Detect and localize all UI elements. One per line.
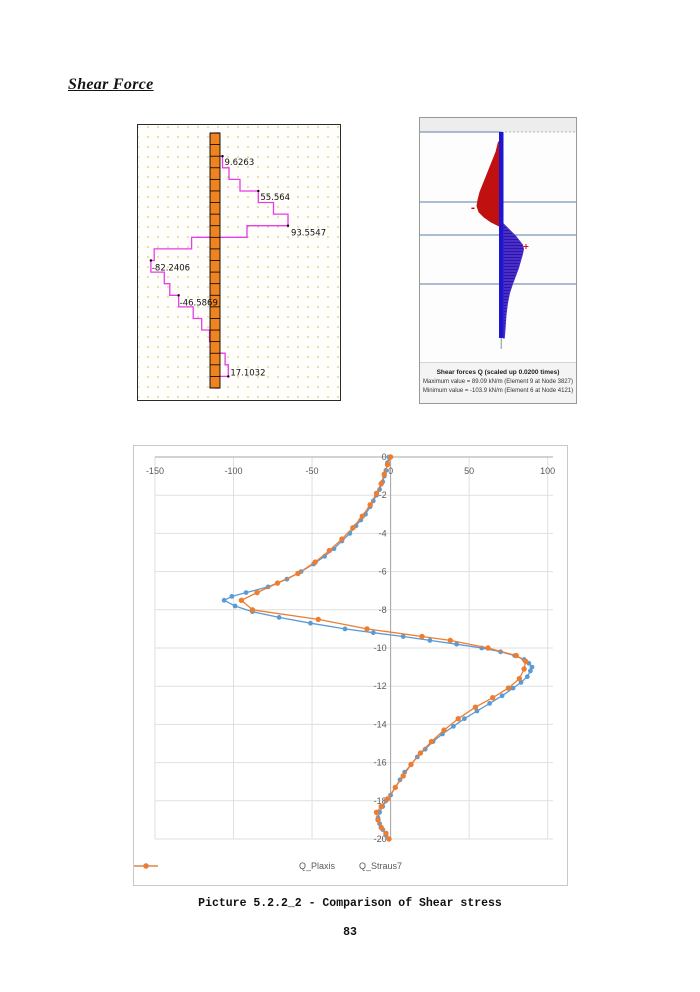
shear-force-title: Shear forces Q (scaled up 0.0200 times) bbox=[436, 369, 560, 376]
comparison-chart-svg: -150 -100 -50 0 50 100 0 -2 -4 -6 -8 -10 -12 -14 -16 -1… bbox=[146, 452, 555, 844]
svg-text:50: 50 bbox=[464, 466, 474, 476]
svg-text:100: 100 bbox=[540, 466, 555, 476]
pile-line bbox=[499, 132, 504, 338]
straus7-shear-diagram: - + Shear forces Q (scaled up 0.0200 time… bbox=[419, 117, 577, 404]
shear-value-label: -82.2406 bbox=[152, 264, 190, 274]
legend-label: Q_Straus7 bbox=[358, 861, 403, 871]
shear-value-label: 9.6263 bbox=[225, 158, 255, 168]
x-axis-tick-labels: -150 -100 -50 0 50 100 bbox=[146, 466, 555, 476]
svg-text:-12: -12 bbox=[374, 681, 387, 691]
svg-text:-2: -2 bbox=[379, 490, 387, 500]
maximum-value-line: Maximum value = 89.09 kN/m (Element 9 at… bbox=[423, 379, 573, 385]
y-axis-tick-labels: 0 -2 -4 -6 -8 -10 -12 -14 -16 -18 -20 bbox=[374, 452, 387, 844]
svg-text:-4: -4 bbox=[379, 528, 387, 538]
svg-text:-14: -14 bbox=[374, 719, 387, 729]
svg-text:-100: -100 bbox=[224, 466, 242, 476]
minimum-value-line: Minimum value = -103.9 kN/m (Element 6 a… bbox=[422, 388, 574, 394]
svg-text:-8: -8 bbox=[379, 605, 387, 615]
legend-label: Q_Plaxis bbox=[298, 861, 335, 871]
svg-text:-18: -18 bbox=[374, 796, 387, 806]
shear-value-label: -46.5869 bbox=[180, 298, 218, 308]
label-marker-dot bbox=[221, 154, 224, 158]
positive-shear-lobe bbox=[503, 222, 525, 339]
svg-text:-20: -20 bbox=[374, 834, 387, 844]
label-marker-dot bbox=[286, 224, 290, 227]
shear-value-label: 55.564 bbox=[260, 193, 290, 203]
negative-sign-marker: - bbox=[471, 203, 475, 214]
svg-text:0: 0 bbox=[382, 452, 387, 462]
shear-value-label: 93.5547 bbox=[291, 229, 326, 239]
top-strip bbox=[420, 118, 576, 132]
figure-caption: Picture 5.2.2_2 - Comparison of Shear st… bbox=[198, 897, 502, 910]
svg-text:-150: -150 bbox=[146, 466, 164, 476]
svg-text:-16: -16 bbox=[374, 758, 387, 768]
legend-item-q_plaxis: Q_Plaxis bbox=[134, 861, 335, 871]
label-marker-dot bbox=[149, 259, 153, 262]
section-heading: Shear Force bbox=[68, 76, 154, 93]
page-number: 83 bbox=[343, 926, 357, 939]
svg-text:-10: -10 bbox=[374, 643, 387, 653]
chart-gridlines bbox=[154, 456, 553, 840]
svg-text:0: 0 bbox=[388, 466, 393, 476]
label-marker-dot bbox=[227, 375, 230, 378]
straus7-diagram-svg: -+ bbox=[420, 118, 576, 362]
svg-text:-6: -6 bbox=[379, 567, 387, 577]
negative-shear-lobe bbox=[476, 141, 500, 227]
chart-legend: Q_Plaxis Q_Straus7 bbox=[134, 861, 567, 871]
straus7-diagram-footer: Shear forces Q (scaled up 0.0200 times) … bbox=[420, 362, 576, 403]
legend-item-q_straus7: Q_Straus7 bbox=[134, 861, 403, 871]
plaxis-step-diagram-svg: 9.6263 55.564 93.5547 -82.2406 -46.5869 17.10… bbox=[149, 132, 326, 389]
comparison-chart: -150 -100 -50 0 50 100 0 -2 -4 -6 -8 -10 -12 -14 -16 -1… bbox=[133, 445, 568, 886]
positive-sign-marker: + bbox=[523, 242, 530, 251]
series-q_straus7 bbox=[238, 454, 529, 842]
plaxis-step-shear-diagram: 9.6263 55.564 93.5547 -82.2406 -46.5869 17.10… bbox=[137, 124, 341, 401]
label-marker-dot bbox=[177, 294, 180, 297]
shear-value-label: 17.1032 bbox=[230, 368, 265, 378]
legend-marker-icon bbox=[134, 863, 158, 869]
svg-text:-50: -50 bbox=[306, 466, 319, 476]
label-marker-dot bbox=[257, 189, 260, 193]
